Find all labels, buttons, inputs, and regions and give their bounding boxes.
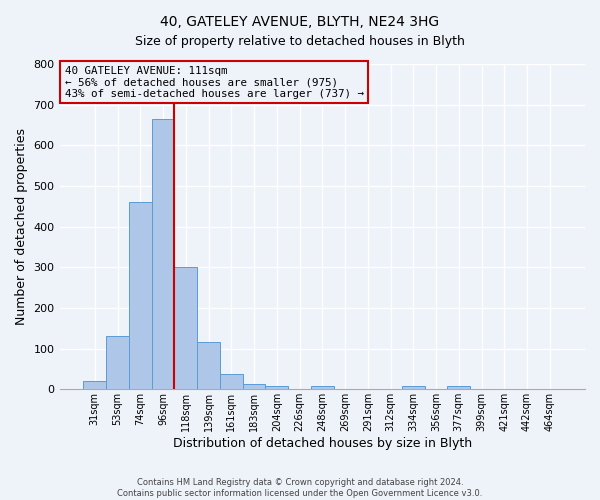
Y-axis label: Number of detached properties: Number of detached properties [15,128,28,325]
Text: Size of property relative to detached houses in Blyth: Size of property relative to detached ho… [135,35,465,48]
Bar [175,268,197,390]
Bar [197,342,220,390]
Text: 40, GATELEY AVENUE, BLYTH, NE24 3HG: 40, GATELEY AVENUE, BLYTH, NE24 3HG [160,15,440,29]
Bar [83,381,106,390]
X-axis label: Distribution of detached houses by size in Blyth: Distribution of detached houses by size … [173,437,472,450]
Bar [106,336,129,390]
Bar [265,386,288,390]
Bar [311,386,334,390]
Text: 40 GATELEY AVENUE: 111sqm
← 56% of detached houses are smaller (975)
43% of semi: 40 GATELEY AVENUE: 111sqm ← 56% of detac… [65,66,364,99]
Text: Contains HM Land Registry data © Crown copyright and database right 2024.
Contai: Contains HM Land Registry data © Crown c… [118,478,482,498]
Bar [220,374,242,390]
Bar [402,386,425,390]
Bar [152,119,175,390]
Bar [448,386,470,390]
Bar [129,202,152,390]
Bar [242,384,265,390]
